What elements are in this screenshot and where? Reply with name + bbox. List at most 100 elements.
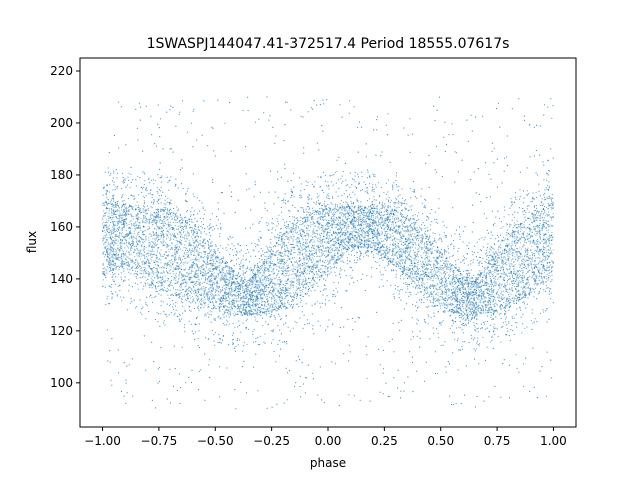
data-point bbox=[184, 244, 186, 246]
data-point bbox=[244, 301, 246, 303]
data-point bbox=[190, 297, 192, 299]
data-point bbox=[188, 248, 191, 250]
data-point bbox=[169, 233, 171, 235]
data-point bbox=[501, 290, 503, 292]
data-point bbox=[457, 287, 460, 289]
data-point bbox=[408, 264, 411, 267]
data-point bbox=[207, 256, 209, 258]
data-point bbox=[287, 270, 289, 272]
data-point bbox=[361, 227, 363, 229]
data-point bbox=[140, 253, 143, 255]
data-point bbox=[297, 264, 299, 266]
data-point bbox=[523, 231, 525, 233]
data-point bbox=[214, 265, 216, 267]
data-point bbox=[534, 233, 536, 235]
data-point bbox=[176, 281, 178, 283]
data-point bbox=[541, 225, 543, 227]
data-point bbox=[275, 303, 277, 305]
data-point bbox=[474, 284, 476, 286]
data-point bbox=[272, 295, 274, 298]
data-point bbox=[143, 218, 145, 220]
data-point bbox=[469, 280, 471, 282]
data-point bbox=[357, 217, 359, 219]
data-point bbox=[472, 280, 474, 282]
data-point bbox=[423, 244, 425, 246]
data-point bbox=[420, 239, 422, 242]
data-point bbox=[417, 270, 420, 272]
data-point bbox=[504, 258, 507, 260]
data-point bbox=[163, 221, 165, 223]
data-point bbox=[169, 239, 171, 242]
data-point bbox=[289, 269, 291, 271]
data-point bbox=[116, 252, 118, 255]
data-point bbox=[198, 290, 200, 292]
data-point bbox=[392, 216, 394, 218]
data-point bbox=[102, 264, 104, 267]
data-point bbox=[186, 288, 189, 290]
data-point bbox=[401, 253, 404, 255]
data-point bbox=[305, 232, 308, 234]
data-point bbox=[189, 286, 191, 288]
data-point bbox=[268, 292, 270, 295]
data-point bbox=[531, 266, 533, 268]
data-point bbox=[190, 259, 192, 261]
data-point bbox=[442, 281, 444, 283]
data-point bbox=[148, 237, 150, 239]
data-point bbox=[474, 286, 476, 288]
data-point bbox=[514, 235, 516, 237]
data-point bbox=[134, 237, 136, 239]
data-point bbox=[156, 272, 158, 274]
data-point bbox=[451, 285, 453, 287]
data-point bbox=[175, 240, 177, 242]
data-point bbox=[431, 247, 433, 249]
data-point bbox=[368, 211, 370, 213]
data-point bbox=[383, 222, 385, 225]
data-point bbox=[383, 243, 385, 245]
data-point bbox=[424, 292, 426, 294]
data-point bbox=[509, 263, 511, 265]
data-point bbox=[106, 245, 108, 247]
data-point bbox=[299, 264, 301, 266]
data-point bbox=[107, 249, 109, 251]
data-point bbox=[119, 212, 121, 214]
data-point bbox=[428, 294, 431, 296]
data-point bbox=[186, 294, 188, 296]
data-point bbox=[497, 265, 499, 267]
data-point bbox=[405, 230, 407, 232]
data-point bbox=[280, 248, 283, 250]
data-point bbox=[183, 253, 185, 255]
data-point bbox=[154, 245, 156, 247]
data-point bbox=[323, 250, 325, 253]
data-point bbox=[323, 229, 325, 231]
data-point bbox=[324, 230, 326, 233]
data-point bbox=[376, 231, 378, 233]
data-point bbox=[460, 283, 462, 285]
data-point bbox=[182, 227, 184, 229]
data-point bbox=[113, 206, 115, 209]
data-point bbox=[151, 284, 153, 286]
data-point bbox=[496, 296, 499, 298]
data-point bbox=[123, 256, 125, 258]
data-point bbox=[207, 294, 209, 296]
data-point bbox=[126, 244, 128, 246]
data-point bbox=[292, 233, 294, 235]
data-point bbox=[155, 223, 158, 225]
data-point bbox=[236, 314, 238, 316]
data-point bbox=[194, 249, 196, 251]
data-point bbox=[533, 218, 535, 220]
data-point bbox=[108, 210, 110, 212]
data-point bbox=[125, 218, 127, 220]
data-point bbox=[412, 241, 414, 243]
data-point bbox=[524, 238, 526, 240]
data-point bbox=[394, 245, 397, 248]
data-point bbox=[162, 240, 164, 242]
data-point bbox=[216, 276, 218, 278]
data-point bbox=[118, 265, 120, 267]
data-point bbox=[320, 242, 322, 244]
data-point bbox=[499, 307, 501, 309]
data-point bbox=[496, 273, 498, 275]
data-point bbox=[366, 223, 368, 225]
data-point bbox=[262, 290, 264, 292]
data-point bbox=[512, 244, 514, 246]
data-point bbox=[132, 239, 134, 241]
